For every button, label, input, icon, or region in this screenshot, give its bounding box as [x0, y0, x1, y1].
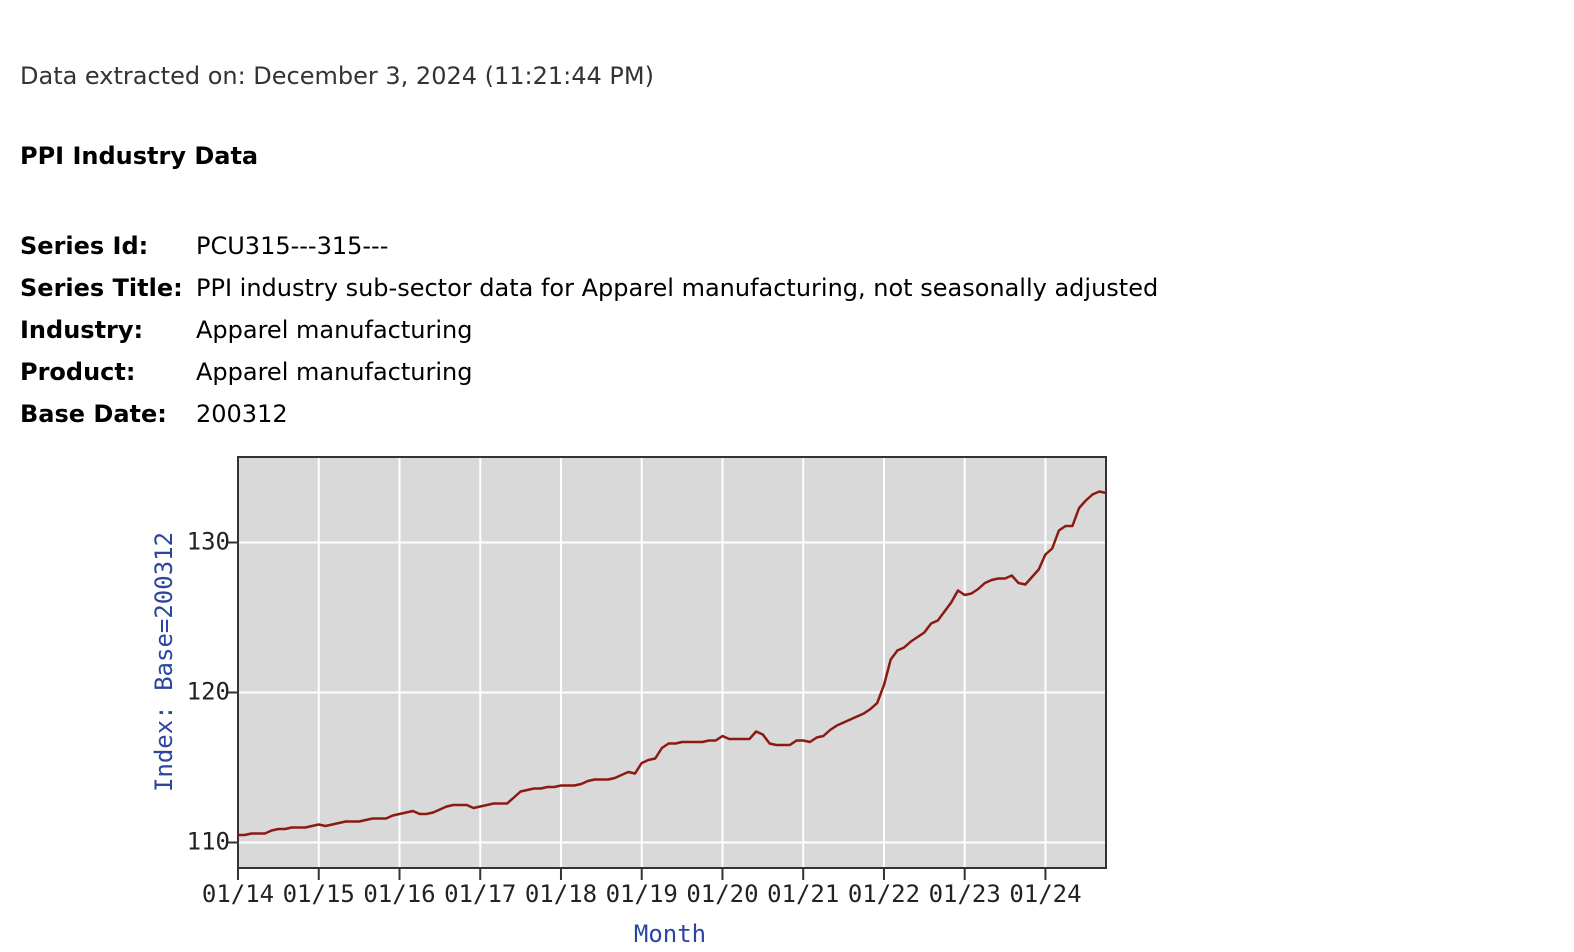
x-tick-label: 01/20: [686, 880, 758, 908]
plot-border: [237, 456, 1107, 869]
y-axis-label: Index: Base=200312: [150, 532, 178, 792]
y-tick-label: 120: [187, 678, 230, 706]
field-label: Product:: [20, 358, 136, 386]
x-tick-label: 01/15: [283, 880, 355, 908]
extracted-date: Data extracted on: December 3, 2024 (11:…: [20, 62, 654, 90]
y-tick-label: 110: [187, 828, 230, 856]
field-value: Apparel manufacturing: [196, 358, 473, 386]
field-value: Apparel manufacturing: [196, 316, 473, 344]
field-label: Series Id:: [20, 232, 149, 260]
x-tick-label: 01/16: [363, 880, 435, 908]
page-title: PPI Industry Data: [20, 142, 259, 170]
x-tick-label: 01/14: [202, 880, 274, 908]
field-label: Series Title:: [20, 274, 183, 302]
x-tick-label: 01/18: [525, 880, 597, 908]
data-line: [238, 490, 1107, 837]
x-tick-label: 01/24: [1009, 880, 1081, 908]
y-tick-label: 130: [187, 528, 230, 556]
x-tick-label: 01/21: [767, 880, 839, 908]
x-tick-label: 01/19: [606, 880, 678, 908]
field-value: PCU315---315---: [196, 232, 389, 260]
field-value: PPI industry sub-sector data for Apparel…: [196, 274, 1159, 302]
field-value: 200312: [196, 400, 288, 428]
x-axis-label: Month: [634, 920, 706, 948]
plot-area: [238, 457, 1106, 868]
x-tick-label: 01/17: [444, 880, 516, 908]
field-label: Base Date:: [20, 400, 167, 428]
field-label: Industry:: [20, 316, 144, 344]
x-tick-label: 01/23: [929, 880, 1001, 908]
x-tick-label: 01/22: [848, 880, 920, 908]
